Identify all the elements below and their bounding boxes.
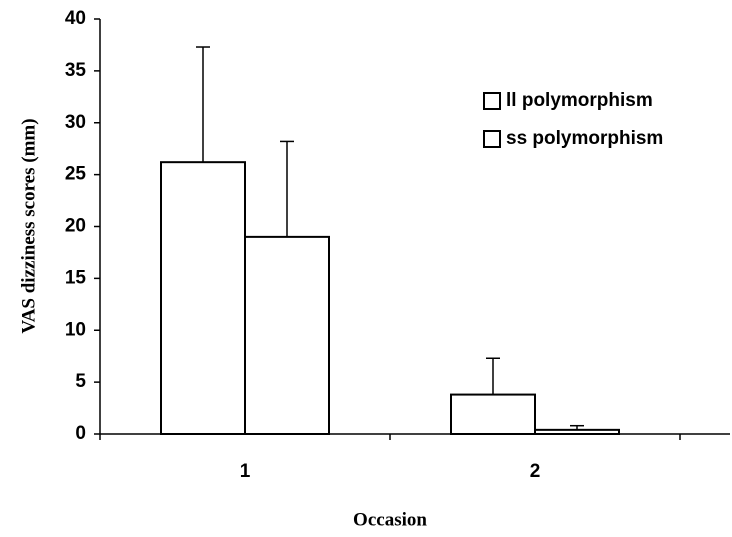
y-tick-label: 35: [65, 60, 87, 81]
y-tick-label: 40: [65, 8, 86, 29]
y-tick-label: 10: [65, 319, 86, 340]
legend-label: ss polymorphism: [506, 128, 663, 149]
y-tick-label: 15: [65, 267, 87, 288]
y-tick-label: 0: [75, 423, 86, 444]
bar: [534, 428, 620, 436]
legend-label: ll polymorphism: [506, 90, 653, 111]
bar: [450, 393, 536, 436]
x-tick-label: 1: [240, 461, 251, 482]
legend-swatch: [483, 92, 501, 110]
y-tick-label: 30: [65, 112, 86, 133]
legend-swatch: [483, 130, 501, 148]
bar: [244, 235, 330, 435]
y-tick-label: 5: [75, 371, 86, 392]
y-tick-label: 25: [65, 164, 87, 185]
y-tick-label: 20: [65, 216, 86, 237]
x-tick-label: 2: [530, 461, 541, 482]
y-axis-label: VAS dizziness scores (mm): [18, 118, 39, 333]
bar: [160, 161, 246, 436]
x-axis-label: Occasion: [353, 509, 427, 530]
